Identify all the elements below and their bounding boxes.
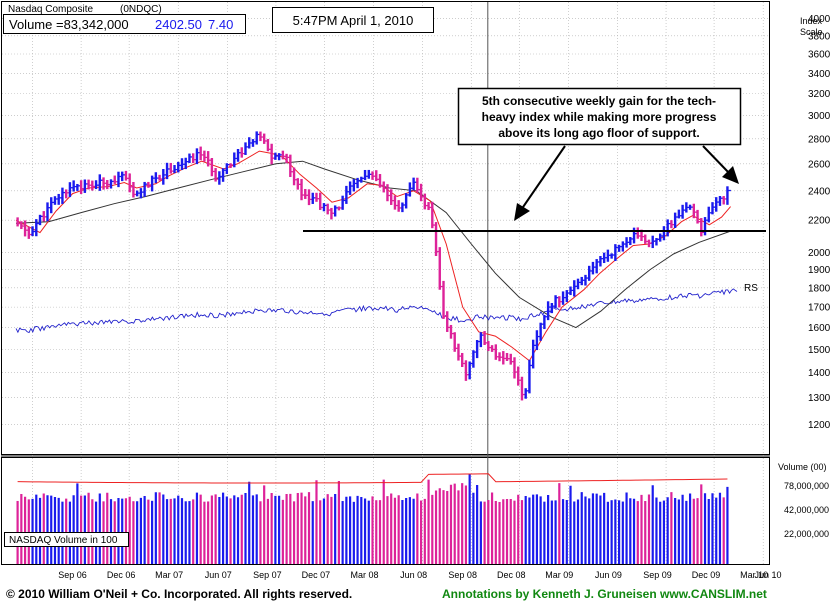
ma-long-line	[15, 160, 731, 329]
volume-label: Volume =83,342,000	[9, 17, 129, 32]
x-tick-label: Dec 08	[497, 570, 526, 580]
volume-tick-42m: 42,000,000	[784, 505, 829, 515]
change-value: 7.40	[208, 17, 233, 32]
volume-panel	[1, 457, 770, 565]
annotation-line-2: heavy index while making more progress	[482, 110, 717, 124]
y-tick-label: 3800	[808, 31, 831, 42]
volume-info-box	[3, 14, 246, 34]
y-tick-label: 3400	[808, 69, 831, 80]
timestamp-box	[272, 7, 434, 33]
arrow-shaft-right	[702, 145, 731, 175]
price-panel	[1, 1, 770, 455]
y-tick-label: 3000	[808, 111, 831, 122]
x-tick-label: Mar 08	[350, 570, 378, 580]
y-tick-label: 2400	[808, 186, 831, 197]
copyright-text: © 2010 William O'Neil + Co. Incorporated…	[6, 587, 353, 601]
y-tick-label: 1500	[808, 345, 831, 356]
arrow-head-right	[722, 166, 739, 184]
volume-tick-78m: 78,000,000	[784, 481, 829, 491]
y-tick-label: 1600	[808, 323, 831, 334]
x-tick-label: Jun 07	[205, 570, 232, 580]
annotation-layer	[303, 145, 766, 233]
y-tick-label: 3200	[808, 89, 831, 100]
annotation-line-1: 5th consecutive weekly gain for the tech…	[482, 94, 716, 108]
x-tick-label: Mar 10	[740, 570, 768, 580]
y-tick-label: 1400	[808, 368, 831, 379]
x-tick-label: Dec 09	[692, 570, 721, 580]
y-tick-label: 1800	[808, 283, 831, 294]
x-tick-label: Sep 08	[448, 570, 477, 580]
arrow-shaft-left	[520, 145, 566, 211]
volume-ma-line	[17, 473, 728, 484]
y-tick-label: 3600	[808, 50, 831, 61]
rs-line-layer	[15, 288, 738, 334]
timestamp: 5:47PM April 1, 2010	[293, 13, 414, 28]
y-tick-label: 1900	[808, 265, 831, 276]
y-tick-label: 2800	[808, 134, 831, 145]
axis-labels: 1200 1300 1400 1500 1600 1700 1800 1900 2000 2200…	[58, 14, 830, 580]
arrow-head-left	[514, 203, 530, 221]
y-axis-title-line-1: Index	[800, 16, 823, 26]
index-symbol: (0NDQC)	[120, 4, 162, 15]
x-tick-label: Sep 09	[643, 570, 672, 580]
volume-legend: NASDAQ Volume in 100	[9, 535, 118, 546]
annotation-line-3: above its long ago floor of support.	[498, 126, 699, 140]
y-tick-label: 4000	[808, 14, 831, 25]
x-tick-label: Jun 08	[400, 570, 427, 580]
rs-label: RS	[744, 283, 758, 294]
y-tick-label: 2000	[808, 248, 831, 259]
volume-tick-22m: 22,000,000	[784, 529, 829, 539]
x-tick-label: Mar 07	[155, 570, 183, 580]
y-tick-label: 1200	[808, 420, 831, 431]
annotation-credit: Annotations by Kenneth J. Gruneisen www.…	[442, 587, 767, 601]
y-tick-label: 1300	[808, 393, 831, 404]
y-tick-label: 1700	[808, 303, 831, 314]
volume-legend-box	[4, 532, 129, 547]
volume-title: Volume (00)	[778, 462, 827, 472]
x-tick-label: Jun 09	[595, 570, 622, 580]
index-name: Nasdaq Composite	[8, 4, 93, 15]
rs-line	[15, 288, 738, 334]
volume-bars	[16, 473, 729, 564]
x-tick-label: Sep 07	[253, 570, 282, 580]
x-tick-label: Dec 06	[107, 570, 136, 580]
price-value: 2402.50	[155, 17, 202, 32]
price-bars	[16, 131, 731, 401]
annotation-box	[457, 87, 742, 146]
x-tick-label: Jun 10	[754, 570, 781, 580]
y-tick-label: 2200	[808, 216, 831, 227]
x-tick-label: Sep 06	[58, 570, 87, 580]
x-tick-label: Dec 07	[302, 570, 331, 580]
x-tick-label: Mar 09	[545, 570, 573, 580]
y-tick-label: 2600	[808, 159, 831, 170]
y-axis-title-line-2: Scale	[800, 27, 823, 37]
